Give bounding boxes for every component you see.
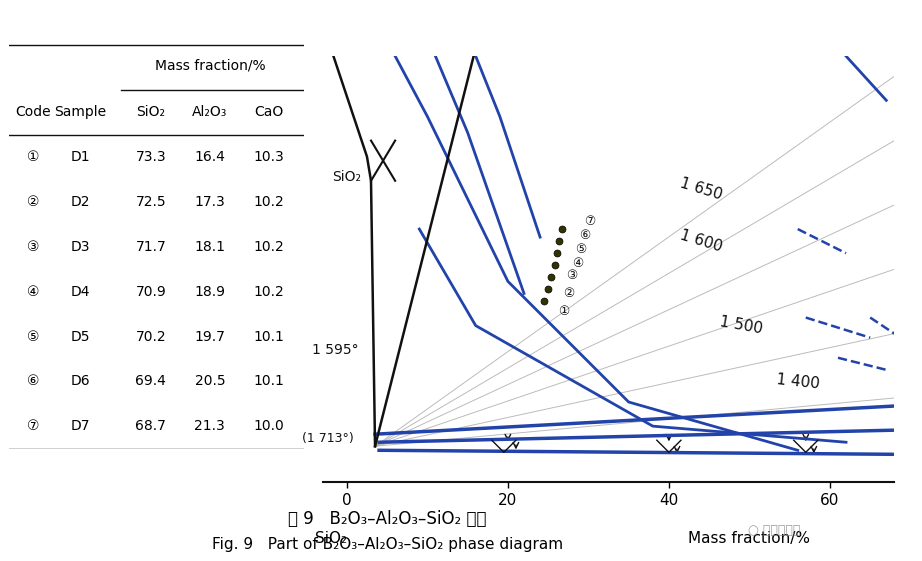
- Text: D1: D1: [70, 150, 89, 164]
- Text: D4: D4: [70, 285, 89, 298]
- Text: ⑦: ⑦: [585, 214, 596, 228]
- Text: 18.9: 18.9: [195, 285, 225, 298]
- Text: ○ 硬酸盐学报: ○ 硬酸盐学报: [749, 523, 800, 537]
- Text: 20.5: 20.5: [195, 375, 225, 388]
- Text: 1 500: 1 500: [719, 314, 764, 337]
- Text: D3: D3: [70, 240, 89, 254]
- Text: 73.3: 73.3: [136, 150, 166, 164]
- Text: 1 600: 1 600: [678, 228, 724, 255]
- Text: 18.1: 18.1: [195, 240, 225, 254]
- Text: 17.3: 17.3: [195, 195, 225, 209]
- Text: SiO₂: SiO₂: [136, 105, 165, 119]
- Text: Code: Code: [15, 105, 51, 119]
- Text: 10.1: 10.1: [254, 375, 284, 388]
- Text: (1 713°): (1 713°): [301, 432, 353, 445]
- Text: 10.1: 10.1: [254, 330, 284, 343]
- Text: 图 9   B₂O₃–Al₂O₃–SiO₂ 相图: 图 9 B₂O₃–Al₂O₃–SiO₂ 相图: [288, 510, 487, 528]
- Text: 10.2: 10.2: [254, 285, 284, 298]
- Text: D2: D2: [70, 195, 89, 209]
- Text: ①: ①: [559, 305, 570, 318]
- Text: 71.7: 71.7: [136, 240, 166, 254]
- Text: ②: ②: [562, 287, 573, 300]
- Text: 10.3: 10.3: [254, 150, 284, 164]
- Text: ②: ②: [27, 195, 39, 209]
- Text: 72.5: 72.5: [136, 195, 166, 209]
- Text: Mass fraction/%: Mass fraction/%: [689, 531, 810, 546]
- Text: Fig. 9   Part of B₂O₃–Al₂O₃–SiO₂ phase diagram: Fig. 9 Part of B₂O₃–Al₂O₃–SiO₂ phase dia…: [212, 537, 562, 551]
- Text: 10.2: 10.2: [254, 240, 284, 254]
- Text: D7: D7: [70, 420, 89, 433]
- Text: ①: ①: [27, 150, 39, 164]
- Text: CaO: CaO: [254, 105, 283, 119]
- Text: 1 650: 1 650: [678, 175, 724, 203]
- Text: 70.2: 70.2: [136, 330, 166, 343]
- Text: ④: ④: [573, 257, 584, 270]
- Text: Mass fraction/%: Mass fraction/%: [155, 58, 266, 72]
- Text: 70.9: 70.9: [136, 285, 166, 298]
- Text: ⑥: ⑥: [27, 375, 39, 388]
- Text: Sample: Sample: [54, 105, 106, 119]
- Text: 10.0: 10.0: [254, 420, 284, 433]
- Text: D6: D6: [70, 375, 89, 388]
- Text: 21.3: 21.3: [195, 420, 225, 433]
- Text: 19.7: 19.7: [195, 330, 225, 343]
- Text: ⑤: ⑤: [27, 330, 39, 343]
- Text: 1 400: 1 400: [775, 372, 820, 392]
- Text: ⑥: ⑥: [580, 228, 591, 242]
- Text: D5: D5: [70, 330, 89, 343]
- Text: 1 595°: 1 595°: [313, 343, 359, 357]
- Text: 68.7: 68.7: [136, 420, 166, 433]
- Text: 16.4: 16.4: [195, 150, 225, 164]
- Text: SiO₂: SiO₂: [314, 531, 347, 546]
- Text: ⑦: ⑦: [27, 420, 39, 433]
- Text: 69.4: 69.4: [136, 375, 166, 388]
- Text: SiO₂: SiO₂: [332, 170, 361, 184]
- Text: Al₂O₃: Al₂O₃: [192, 105, 228, 119]
- Text: ③: ③: [27, 240, 39, 254]
- Text: ⑤: ⑤: [574, 243, 586, 256]
- Text: ③: ③: [566, 269, 577, 282]
- Text: ④: ④: [27, 285, 39, 298]
- Text: 10.2: 10.2: [254, 195, 284, 209]
